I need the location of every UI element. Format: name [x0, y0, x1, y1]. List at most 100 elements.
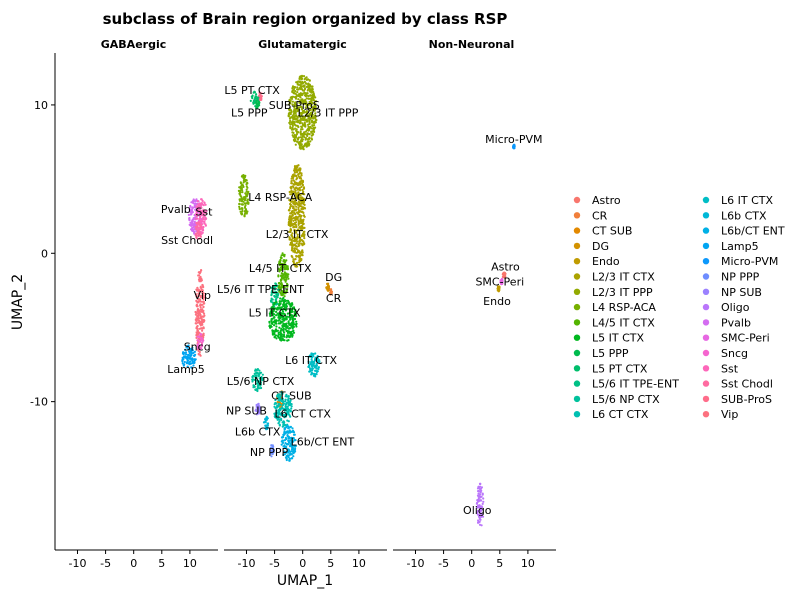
- legend-label: Sst Chodl: [721, 378, 773, 391]
- chart-title: subclass of Brain region organized by cl…: [103, 10, 508, 28]
- data-point: [279, 288, 282, 291]
- data-point: [191, 206, 195, 209]
- data-point: [275, 301, 278, 304]
- data-point: [287, 221, 290, 224]
- data-point: [294, 258, 297, 261]
- data-point: [293, 222, 296, 225]
- data-point: [293, 106, 296, 109]
- x-tick-label: 5: [158, 557, 165, 570]
- data-point: [296, 237, 299, 240]
- data-point: [477, 492, 480, 495]
- data-point: [299, 236, 302, 240]
- cluster-points: [325, 282, 331, 292]
- data-point: [269, 310, 272, 313]
- data-point: [284, 442, 287, 445]
- legend-label: L6b CTX: [721, 209, 767, 222]
- data-point: [294, 251, 297, 254]
- data-point: [189, 362, 193, 365]
- data-point: [186, 365, 189, 368]
- data-point: [479, 488, 482, 491]
- data-point: [296, 261, 299, 264]
- y-tick-label: -10: [30, 396, 48, 409]
- data-point: [287, 331, 290, 334]
- legend-label: Sst: [721, 362, 739, 375]
- data-point: [310, 120, 314, 124]
- data-point: [246, 181, 249, 184]
- data-point: [277, 402, 280, 405]
- cluster-label: SMC-Peri: [475, 276, 524, 289]
- data-point: [300, 128, 303, 131]
- data-point: [275, 314, 278, 317]
- legend-item: L5 IT CTX: [573, 332, 644, 345]
- data-point: [286, 339, 289, 342]
- data-point: [239, 193, 242, 196]
- data-point: [289, 127, 292, 130]
- legend-item: CR: [573, 209, 608, 222]
- legend-item: Astro: [573, 194, 621, 207]
- data-point: [253, 100, 256, 103]
- legend-item: NP PPP: [702, 271, 760, 284]
- data-point: [282, 322, 285, 325]
- data-point: [196, 343, 199, 346]
- data-point: [312, 90, 315, 94]
- x-tick-label: 0: [299, 557, 306, 570]
- data-point: [183, 351, 186, 354]
- data-point: [295, 81, 298, 84]
- data-point: [294, 238, 297, 241]
- data-point: [202, 320, 205, 324]
- data-point: [307, 142, 310, 145]
- data-point: [291, 126, 294, 129]
- data-point: [301, 206, 304, 209]
- data-point: [288, 100, 291, 103]
- data-point: [254, 368, 257, 371]
- data-point: [241, 210, 244, 213]
- cluster-label: Endo: [483, 295, 511, 308]
- data-point: [190, 358, 194, 361]
- panel-strip-title: Glutamatergic: [258, 38, 347, 51]
- legend-swatch: [702, 365, 710, 372]
- data-point: [253, 90, 256, 93]
- data-point: [289, 307, 292, 310]
- data-point: [196, 221, 199, 224]
- data-point: [295, 208, 298, 211]
- data-point: [301, 225, 304, 228]
- data-point: [310, 355, 313, 359]
- legend-item: SMC-Peri: [702, 332, 770, 345]
- data-point: [197, 301, 200, 304]
- data-point: [296, 140, 299, 143]
- data-point: [291, 246, 294, 250]
- cluster-label: Oligo: [463, 504, 492, 517]
- legend-swatch: [702, 334, 710, 341]
- data-point: [287, 437, 290, 440]
- data-point: [302, 222, 305, 225]
- data-point: [189, 221, 192, 224]
- data-point: [299, 215, 302, 218]
- data-point: [195, 293, 198, 296]
- data-point: [291, 85, 295, 88]
- data-point: [203, 218, 207, 221]
- data-point: [279, 335, 283, 338]
- data-point: [257, 103, 260, 106]
- data-point: [298, 222, 301, 225]
- data-point: [482, 500, 485, 503]
- data-point: [272, 310, 275, 313]
- data-point: [282, 433, 285, 436]
- data-point: [277, 288, 280, 291]
- data-point: [196, 310, 199, 313]
- data-point: [245, 202, 248, 205]
- cluster-label: NP PPP: [250, 446, 289, 459]
- data-point: [196, 297, 199, 300]
- legend-item: Vip: [702, 408, 738, 421]
- data-point: [278, 270, 281, 273]
- data-point: [297, 169, 300, 172]
- data-point: [199, 298, 202, 301]
- data-point: [482, 497, 485, 500]
- legend-label: Sncg: [721, 347, 748, 360]
- cluster-label: L5 PT CTX: [224, 84, 280, 97]
- legend-label: L6 IT CTX: [721, 194, 773, 207]
- data-point: [282, 338, 285, 342]
- data-point: [194, 217, 197, 220]
- data-point: [288, 190, 291, 194]
- cluster-points: [258, 91, 263, 101]
